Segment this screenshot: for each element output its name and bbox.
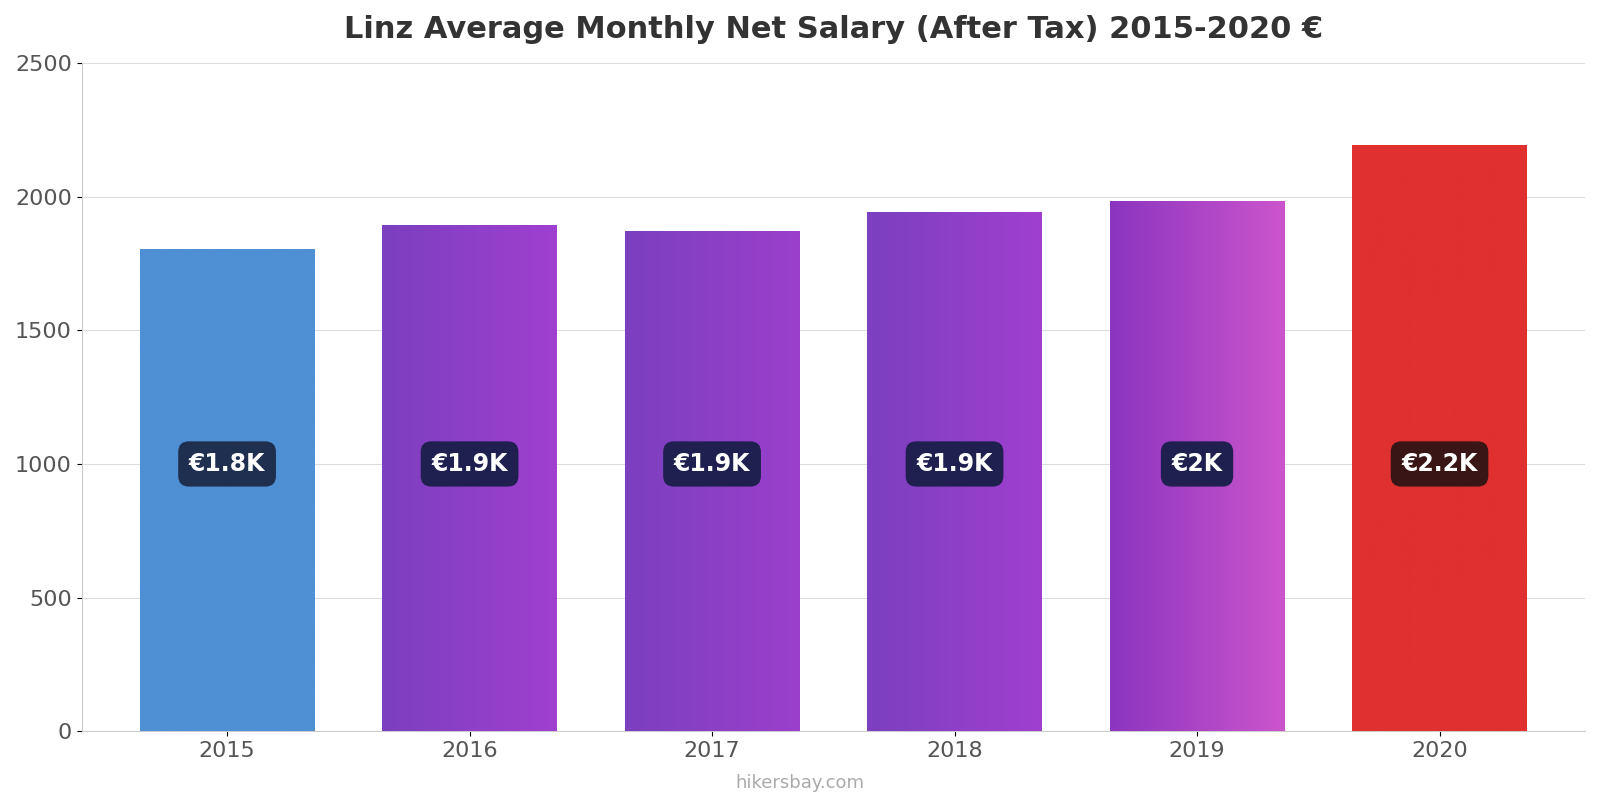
Text: €2.2K: €2.2K xyxy=(1402,452,1478,476)
Text: €1.8K: €1.8K xyxy=(189,452,266,476)
Text: €2K: €2K xyxy=(1171,452,1222,476)
Text: €1.9K: €1.9K xyxy=(674,452,750,476)
Text: hikersbay.com: hikersbay.com xyxy=(736,774,864,792)
Text: €1.9K: €1.9K xyxy=(432,452,507,476)
Title: Linz Average Monthly Net Salary (After Tax) 2015-2020 €: Linz Average Monthly Net Salary (After T… xyxy=(344,15,1323,44)
Text: €1.9K: €1.9K xyxy=(917,452,992,476)
